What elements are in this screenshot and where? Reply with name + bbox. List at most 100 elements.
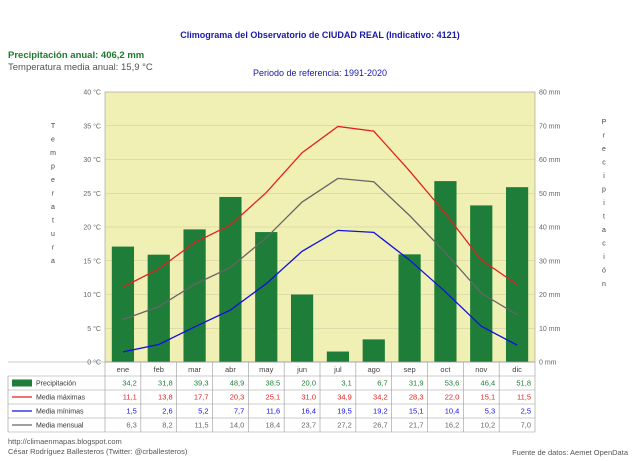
right-tick-label: 60 mm [539,157,561,164]
table-cell-value: 3,1 [341,379,351,388]
bar-precip-mar [183,229,206,362]
bar-precip-may [255,232,278,362]
grid-lines [105,125,535,329]
month-label: may [259,365,273,374]
bar-precip-jun [290,294,314,362]
table-cell-value: 23,7 [301,421,316,430]
table-cell-value: 20,3 [230,393,245,402]
legend-label: Media mínimas [36,409,84,416]
bar-precip-nov [470,205,493,362]
table-cell-value: 38,5 [266,379,281,388]
table-cell-value: 18,4 [266,421,281,430]
table-cell-value: 5,2 [198,407,208,416]
table-cell-value: 6,3 [126,421,136,430]
table-cell-value: 31,0 [301,393,316,402]
reference-period: Periodo de referencia: 1991-2020 [252,68,388,78]
bar-precip-dic [505,187,529,362]
table-cell-value: 31,9 [409,379,424,388]
table-cell-value: 16,4 [301,407,316,416]
left-tick-label: 40 °C [83,89,101,97]
right-tick-label: 20 mm [539,292,561,299]
month-label: ago [367,365,380,374]
table-cell-value: 19,5 [337,407,352,416]
footer-blog-link[interactable]: http://climaenmapas.blogspot.com [8,437,122,446]
bar-precip-jul [326,351,350,362]
table-cell-value: 11,5 [517,393,531,402]
table-cell-value: 10,2 [481,421,496,430]
right-tick-label: 10 mm [539,326,561,333]
table-cell-value: 34,2 [373,393,388,402]
annual-temperature-summary: Temperatura media anual: 15,9 °C [8,62,153,73]
right-tick-label: 80 mm [539,90,561,97]
table-cell-value: 20,0 [301,379,316,388]
table-cell-value: 5,3 [485,407,495,416]
right-tick-label: 40 mm [539,225,561,232]
bar-precip-ene [111,246,135,362]
bar-precip-feb [147,254,170,362]
footer-author: César Rodríguez Ballesteros (Twitter: @c… [8,447,188,456]
table-cell-value: 2,5 [521,407,531,416]
table-cell-value: 22,0 [445,393,460,402]
month-label: jul [333,365,342,374]
bar-precip-ago [362,339,385,362]
legend-label: Media mensual [36,423,84,430]
bar-precip-abr [219,196,242,362]
legend-label: Media máximas [36,395,86,402]
table-cell-value: 46,4 [481,379,496,388]
bar-precip-sep [398,254,421,362]
right-tick-label: 30 mm [539,258,561,265]
table-cell-value: 16,2 [445,421,460,430]
left-tick-label: 20 °C [83,224,101,232]
table-cell-value: 31,8 [158,379,173,388]
legend-swatch-precip [12,379,32,387]
table-cell-value: 7,7 [234,407,244,416]
table-cell-value: 34,2 [122,379,137,388]
data-table: ene feb mar abr may jun jul ago sep oct nov dic Prec… [7,361,536,433]
line-mean-temp [122,177,518,321]
month-label: ene [117,365,130,374]
month-label: oct [440,365,451,374]
month-label: abr [225,365,236,374]
left-tick-label: 0 °C [87,359,101,367]
table-cell-value: 17,7 [194,393,209,402]
footer-credits: http://climaenmapas.blogspot.com César R… [8,437,187,457]
table-cell-value: 15,1 [409,407,424,416]
table-cell-value: 28,3 [409,393,424,402]
table-cell-value: 8,2 [162,421,172,430]
table-cell-value: 53,6 [445,379,460,388]
left-tick-label: 5 °C [87,325,101,333]
table-cell-value: 51,8 [516,379,531,388]
table-cell-value: 19,2 [373,407,388,416]
month-label: jun [296,365,307,374]
table-cell-value: 48,9 [230,379,245,388]
left-tick-label: 30 °C [83,156,101,164]
left-axis-ticks: 0 °C 5 °C 10 °C 15 °C 20 °C 25 °C 30 °C 35 °C 40… [83,89,101,367]
table-cell-value: 13,8 [158,393,173,402]
precipitation-bars [111,181,529,362]
month-label: nov [475,365,487,374]
table-cell-value: 1,5 [126,407,136,416]
right-tick-label: 50 mm [539,191,561,198]
table-cell-value: 26,7 [373,421,388,430]
table-cell-value: 34,9 [337,393,352,402]
table-cell-value: 2,6 [162,407,172,416]
table-cell-value: 10,4 [445,407,460,416]
left-tick-label: 15 °C [83,257,101,265]
legend-label: Precipitación [36,381,76,388]
month-label: sep [404,365,416,374]
right-tick-label: 70 mm [539,123,561,130]
table-cell-value: 21,7 [409,421,424,430]
table-cell-value: 11,1 [123,393,137,402]
left-tick-label: 25 °C [83,190,101,198]
table-cell-value: 25,1 [266,393,281,402]
month-label: dic [512,365,522,374]
bar-precip-oct [434,181,457,362]
table-cell-value: 7,0 [521,421,531,430]
table-cell-value: 39,3 [194,379,209,388]
right-tick-label: 0 mm [539,360,557,367]
